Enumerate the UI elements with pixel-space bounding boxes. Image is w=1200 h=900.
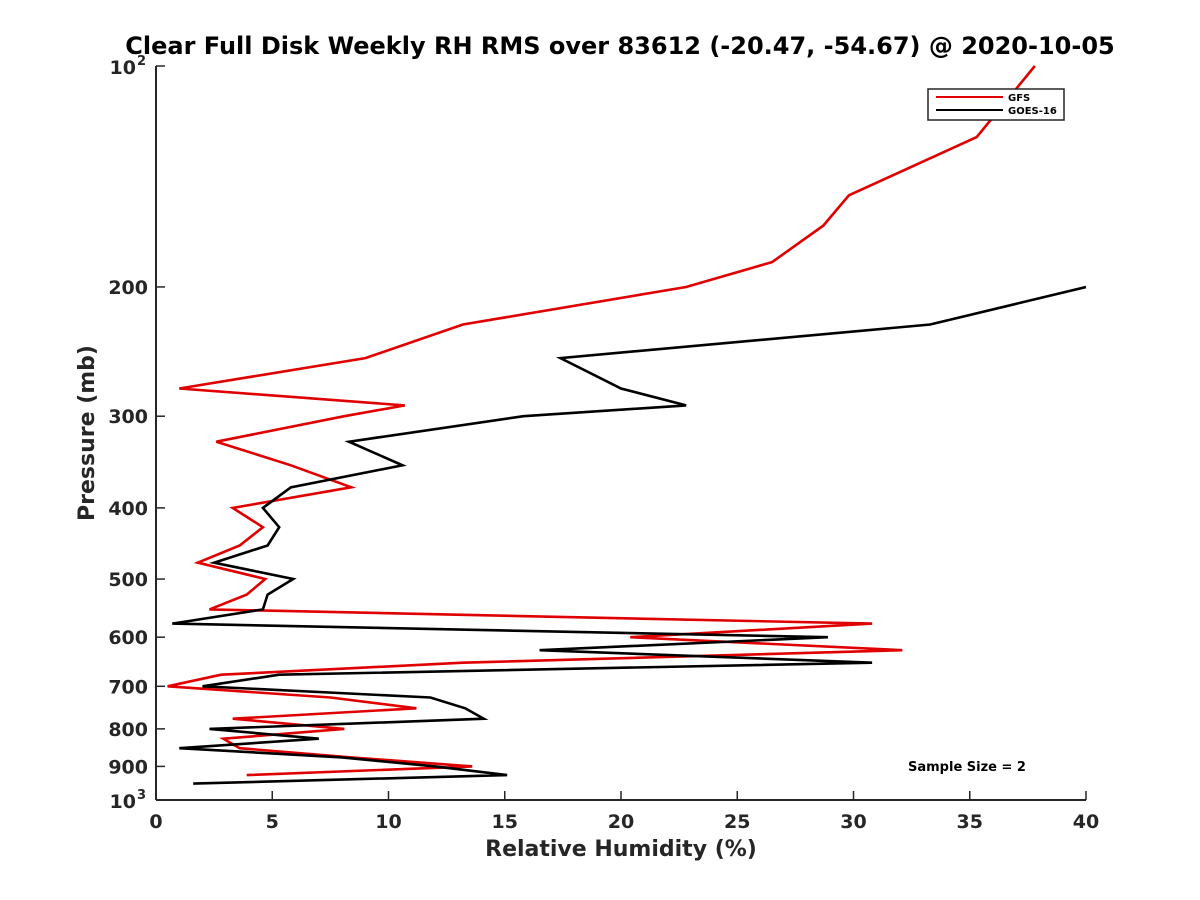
- y-tick-label-8: 900: [108, 756, 148, 778]
- series-layer: [167, 65, 1086, 785]
- series-line-goes-16: [172, 285, 1086, 785]
- y-tick-label-3: 400: [108, 498, 148, 520]
- x-axis-label: Relative Humidity (%): [485, 837, 757, 862]
- x-tick-label-4: 20: [608, 811, 634, 833]
- y-tick-label-5: 600: [108, 627, 148, 649]
- legend: GFS GOES-16: [927, 88, 1065, 121]
- x-tick-label-2: 10: [375, 811, 401, 833]
- x-tick-label-5: 25: [724, 811, 750, 833]
- y-tick-label-2: 300: [108, 406, 148, 428]
- legend-label-goes-16: GOES-16: [1008, 106, 1057, 117]
- x-tick-label-7: 35: [957, 811, 983, 833]
- y-tick-label-7: 800: [108, 719, 148, 741]
- series-line-gfs: [167, 65, 1036, 777]
- x-axis-ticks: 0 5 10 15 20 25 30 35 40: [149, 791, 1099, 833]
- y-tick-exponent-0: 2: [137, 54, 146, 69]
- sample-size-annotation: Sample Size = 2: [908, 760, 1026, 775]
- x-tick-label-1: 5: [266, 811, 279, 833]
- y-tick-label-1: 200: [108, 277, 148, 299]
- y-tick-label-9: 10: [110, 791, 136, 813]
- x-tick-label-0: 0: [149, 811, 162, 833]
- chart-title: Clear Full Disk Weekly RH RMS over 83612…: [125, 32, 1114, 60]
- y-tick-exponent-9: 3: [137, 788, 146, 803]
- legend-label-gfs: GFS: [1008, 93, 1030, 104]
- y-tick-label-6: 700: [108, 676, 148, 698]
- y-axis-label: Pressure (mb): [75, 345, 100, 521]
- x-tick-label-8: 40: [1073, 811, 1099, 833]
- y-tick-label-0: 10: [110, 57, 136, 79]
- plot-area: 0 5 10 15 20 25 30 35 40 10 220030040050060070080…: [108, 54, 1099, 833]
- x-tick-label-3: 15: [492, 811, 518, 833]
- legend-box: [927, 88, 1065, 121]
- y-tick-label-4: 500: [108, 569, 148, 591]
- x-tick-label-6: 30: [840, 811, 866, 833]
